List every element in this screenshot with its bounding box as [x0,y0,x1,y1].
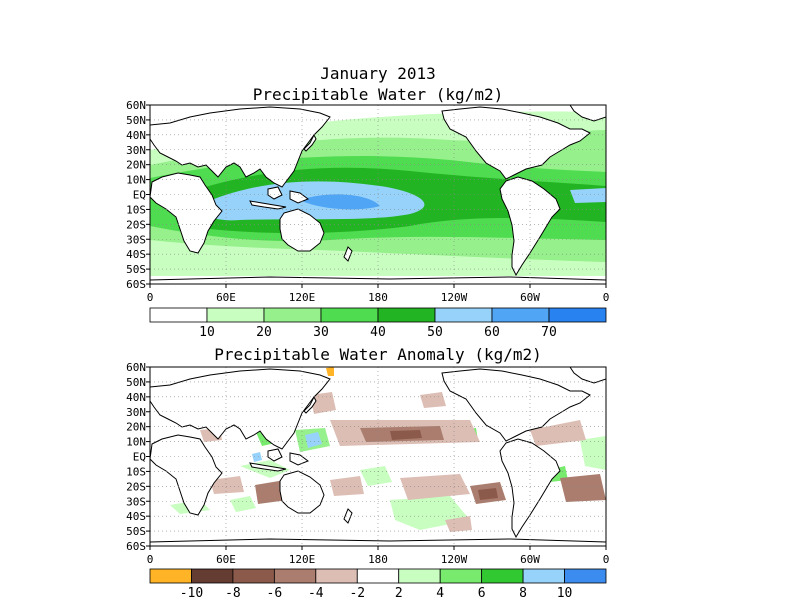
map2-colorbar-label: -4 [308,586,324,600]
map2-colorbar-label: -6 [267,586,283,600]
map2-colorbar-label: 6 [478,586,486,600]
map1-lon-label: 0 [603,291,610,304]
map1-lat-label: 20N [126,159,146,172]
map2-gridlines [150,367,606,546]
map1-colorbar-swatch [434,307,493,323]
map1-lon-label: 120W [441,291,468,304]
map2-colorbar-swatch [564,568,607,584]
map2-colorbar-label: 10 [557,586,573,600]
map2-colorbar-swatch [439,568,483,584]
map1-lat-label: 30S [126,233,146,246]
map2-lon-label: 180 [368,553,388,566]
map2-lon-label: 0 [603,553,610,566]
map1-colorbar-swatch [263,307,322,323]
map1-lat-label: 50S [126,263,146,276]
map1-colorbar-swatch [149,307,208,323]
map1-lat-label: 50N [126,114,146,127]
map2-colorbar-swatch [315,568,358,584]
map1-colorbar-label: 60 [484,325,500,340]
map2-lat-label: 30S [126,495,146,508]
map2-colorbar-swatch [522,568,565,584]
map2-colorbar-label: -8 [225,586,241,600]
map2-lon-label: 0 [147,553,154,566]
map1-colorbar-label: 30 [313,325,329,340]
map1-lon-label: 0 [147,291,154,304]
map2-lat-label: 60N [126,361,146,374]
map2-colorbar-label: -2 [349,586,365,600]
map1-lat-label: 40S [126,248,146,261]
map1-colorbar-label: 70 [541,325,557,340]
map1-lat-label: 30N [126,144,146,157]
map1-colorbar-swatch [206,307,265,323]
map1-title-line1: January 2013 [320,64,436,83]
map2-lat-label: 50S [126,525,146,538]
map2-lat-label: 20N [126,421,146,434]
map1-lat-label: EQ [133,189,146,202]
map1-colorbar-label: 50 [427,325,443,340]
map2-lat-label: 40N [126,391,146,404]
map2-colorbar-label: 8 [519,586,527,600]
map2-colorbar-swatch [273,568,317,584]
map1-lat-label: 20S [126,218,146,231]
map2-lat-label: 50N [126,376,146,389]
map1-colorbar-label: 10 [199,325,215,340]
map1-lon-label: 120E [289,291,316,304]
map1-lat-label: 40N [126,129,146,142]
map2-lon-label: 60W [520,553,540,566]
map1-gridlines [150,105,606,284]
map2-colorbar: -10 -8 -6 -4 -2 2 4 6 8 10 [149,568,607,600]
map1-colorbar-label: 40 [370,325,386,340]
map1-colorbar-label: 20 [256,325,272,340]
map2-lon-label: 120W [441,553,468,566]
map1-lat-label: 60N [126,99,146,112]
map2-lat-label: 40S [126,510,146,523]
map2-colorbar-swatch [481,568,524,584]
map2-lon-label: 60E [216,553,236,566]
map2-colorbar-label: 4 [436,586,444,600]
map2-colorbar-label: 2 [395,586,403,600]
map2-colorbar-swatch [232,568,275,584]
map1-title-line2: Precipitable Water (kg/m2) [252,85,504,104]
map1-colorbar-swatch [320,307,379,323]
map2-lon-label: 120E [289,553,316,566]
map1-lat-label: 10S [126,203,146,216]
map2-lat-label: 60S [126,540,146,553]
map1-colorbar-swatch [548,307,607,323]
map1-colorbar-swatch [377,307,436,323]
map2-colorbar-swatch [398,568,441,584]
map1-colorbar: 10 20 30 40 50 60 70 [149,307,607,340]
map2-colorbar-swatch [191,568,234,584]
map2-title: Precipitable Water Anomaly (kg/m2) [214,345,542,364]
map2-colorbar-swatch [356,568,400,584]
map2-lat-label: EQ [133,451,146,464]
map2-lat-label: 10N [126,436,146,449]
map1-lat-label: 10N [126,174,146,187]
map2-lat-label: 20S [126,480,146,493]
map2-lat-label: 30N [126,406,146,419]
map2-colorbar-label: -10 [180,586,203,600]
map2-lat-label: 10S [126,465,146,478]
map1-lon-label: 60E [216,291,236,304]
map1-lon-label: 60W [520,291,540,304]
map1-colorbar-swatch [491,307,550,323]
map1-lon-label: 180 [368,291,388,304]
map1-lat-label: 60S [126,278,146,291]
map2-colorbar-swatch [149,568,192,584]
